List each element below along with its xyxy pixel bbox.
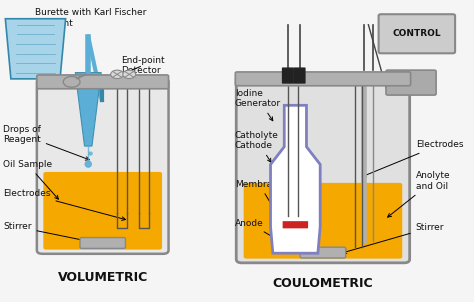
Text: Detector: Detector — [346, 78, 385, 87]
FancyBboxPatch shape — [293, 67, 306, 84]
FancyBboxPatch shape — [43, 172, 162, 249]
Text: Iodine
Generator: Iodine Generator — [235, 89, 281, 121]
FancyBboxPatch shape — [282, 67, 294, 84]
Text: Stirrer: Stirrer — [343, 223, 444, 253]
Text: Stirrer: Stirrer — [3, 222, 99, 244]
FancyBboxPatch shape — [236, 75, 410, 263]
FancyBboxPatch shape — [386, 70, 436, 95]
FancyBboxPatch shape — [379, 14, 455, 53]
FancyBboxPatch shape — [300, 247, 346, 258]
Circle shape — [111, 70, 124, 79]
Text: COULOMETRIC: COULOMETRIC — [273, 277, 373, 290]
FancyBboxPatch shape — [235, 72, 410, 86]
Circle shape — [123, 70, 136, 79]
Polygon shape — [75, 72, 101, 146]
FancyBboxPatch shape — [80, 238, 126, 249]
Text: VOLUMETRIC: VOLUMETRIC — [57, 271, 148, 284]
Circle shape — [64, 76, 80, 87]
Text: Anolyte
and Oil: Anolyte and Oil — [388, 171, 450, 217]
Text: Membrane: Membrane — [235, 180, 283, 221]
Text: Anode: Anode — [235, 219, 292, 248]
Ellipse shape — [89, 152, 92, 155]
Text: Drops of
Reagent: Drops of Reagent — [3, 125, 89, 160]
Polygon shape — [5, 19, 65, 79]
Ellipse shape — [85, 161, 91, 167]
Text: Oil Sample: Oil Sample — [3, 160, 58, 199]
FancyBboxPatch shape — [37, 75, 169, 89]
Text: Burette with Karl Fischer
Reagent: Burette with Karl Fischer Reagent — [36, 8, 147, 27]
Text: CONTROL: CONTROL — [392, 29, 441, 38]
Text: End-point
Detector: End-point Detector — [121, 56, 165, 75]
FancyBboxPatch shape — [244, 183, 402, 259]
FancyBboxPatch shape — [283, 221, 308, 228]
FancyBboxPatch shape — [37, 78, 169, 254]
Text: Electrodes: Electrodes — [362, 140, 463, 177]
Text: Electrodes: Electrodes — [3, 188, 126, 220]
Polygon shape — [271, 105, 320, 253]
Text: Catholyte
Cathode: Catholyte Cathode — [235, 131, 279, 162]
